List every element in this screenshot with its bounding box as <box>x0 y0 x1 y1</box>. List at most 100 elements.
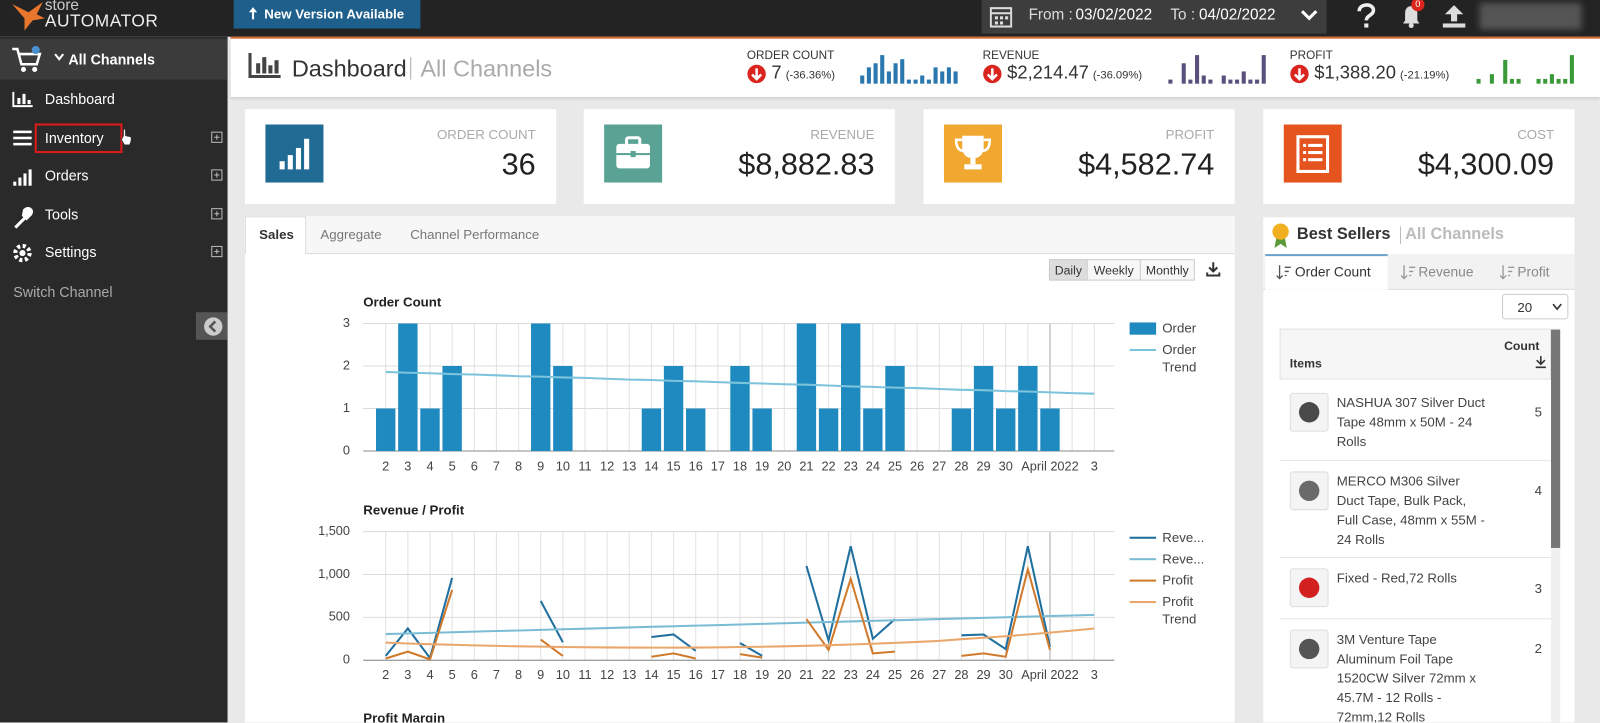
tab-bar <box>244 216 1235 255</box>
thumbnail-roll <box>1298 577 1320 598</box>
switch-channel[interactable]: Switch Channel <box>13 283 113 300</box>
date-range[interactable]: From : 03/02/2022 To : 04/02/2022 <box>981 0 1327 34</box>
up-arrow-icon <box>248 7 258 20</box>
legend-item[interactable]: Reve... <box>1129 550 1224 567</box>
scrollbar-thumb[interactable] <box>1551 329 1561 548</box>
to-date: 04/02/2022 <box>1198 6 1276 24</box>
table-row: 3M Venture Tape Aluminum Foil Tape 1520C… <box>1279 619 1552 723</box>
metric-label: PROFIT <box>1289 49 1333 63</box>
legend-swatch <box>1129 536 1157 539</box>
page-header <box>230 38 1600 97</box>
column-header[interactable]: Count <box>1504 338 1540 354</box>
best-sellers-tab[interactable]: Order Count <box>1294 264 1371 280</box>
menu-item[interactable]: Inventory <box>44 129 104 146</box>
item-name: NASHUA 307 Silver Duct Tape 48mm x 50M -… <box>1336 394 1485 449</box>
menu-item[interactable]: Orders <box>44 167 89 184</box>
item-name: MERCO M306 Silver Duct Tape, Bulk Pack, … <box>1336 473 1485 547</box>
expand-icon[interactable] <box>211 169 223 181</box>
card-icon <box>265 124 324 183</box>
metric-change: (-36.36%) <box>785 69 835 82</box>
best-sellers-tab[interactable]: Revenue <box>1418 264 1474 280</box>
period-button[interactable]: Weekly <box>1086 259 1141 281</box>
metric-value: $1,388.20 <box>1314 62 1396 83</box>
new-version-text: New Version Available <box>264 6 405 22</box>
item-name: 3M Venture Tape Aluminum Foil Tape 1520C… <box>1336 631 1477 723</box>
page-title: Dashboard <box>291 55 407 82</box>
channel-selector[interactable]: All Channels <box>0 38 228 80</box>
item-name: Fixed - Red,72 Rolls <box>1336 570 1457 586</box>
page-subtitle: All Channels <box>420 55 553 82</box>
collapse-icon <box>204 317 223 336</box>
item-thumbnail <box>1289 392 1329 432</box>
thumbnail-roll <box>1298 402 1320 423</box>
metric-change: (-21.19%) <box>1399 69 1450 82</box>
best-sellers-tab[interactable]: Profit <box>1517 264 1550 280</box>
tab[interactable]: Channel Performance <box>410 226 540 242</box>
card-value: $8,882.83 <box>738 147 875 182</box>
logo-icon <box>12 2 45 31</box>
tab[interactable]: Aggregate <box>320 226 382 242</box>
metric-value: $2,214.47 <box>1007 62 1089 83</box>
kpi-card: ORDER COUNT 36 <box>244 109 557 205</box>
card-value: $4,582.74 <box>1078 147 1215 182</box>
legend-swatch <box>1129 348 1157 352</box>
page-size-select[interactable]: 20 <box>1502 293 1569 320</box>
to-label: To : <box>1170 6 1196 24</box>
expand-icon[interactable] <box>211 245 223 258</box>
expand-icon[interactable] <box>211 131 223 143</box>
down-arrow-icon <box>983 64 1002 84</box>
chevron-down <box>54 53 65 61</box>
logo: AUTOMATOR <box>44 11 159 31</box>
legend-swatch <box>1129 322 1157 335</box>
item-thumbnail <box>1289 471 1329 511</box>
card-label: REVENUE <box>810 126 875 142</box>
card-value: $4,300.09 <box>1417 147 1555 182</box>
logo-small: store <box>44 0 79 15</box>
legend-item[interactable]: Profit Trend <box>1129 593 1224 628</box>
download-icon[interactable] <box>1206 261 1221 277</box>
metric-change: (-36.09%) <box>1092 69 1143 82</box>
from-date: 03/02/2022 <box>1075 6 1153 24</box>
separator <box>410 57 412 80</box>
item-count: 3 <box>1534 580 1543 596</box>
tab[interactable]: Sales <box>259 226 294 242</box>
legend-item[interactable]: Order <box>1129 319 1224 336</box>
legend-swatch <box>1129 601 1157 604</box>
card-label: ORDER COUNT <box>436 126 536 142</box>
legend-item[interactable]: Order Trend <box>1129 341 1224 376</box>
sort-icons <box>1276 265 1291 280</box>
new-version-button[interactable]: New Version Available <box>233 0 421 29</box>
user-avatar[interactable] <box>1479 3 1582 30</box>
legend-swatch <box>1129 558 1157 561</box>
medal-icon <box>1272 223 1289 248</box>
legend-item[interactable]: Profit <box>1129 571 1224 588</box>
best-sellers-title: Best Sellers <box>1296 225 1391 243</box>
chevron-down <box>1552 303 1562 311</box>
down-arrow-icon <box>1290 64 1309 84</box>
table-row: Fixed - Red,72 Rolls 3 <box>1279 558 1552 620</box>
sales-panel <box>244 216 1235 723</box>
table-row: MERCO M306 Silver Duct Tape, Bulk Pack, … <box>1279 461 1552 559</box>
collapse-button[interactable] <box>195 312 228 340</box>
item-count: 5 <box>1534 404 1543 420</box>
channel-name: All Channels <box>68 51 155 68</box>
metric-value: 7 <box>771 62 782 83</box>
menu-item[interactable]: Settings <box>44 243 97 261</box>
notification-badge: 0 <box>1411 0 1425 12</box>
upload-icon[interactable] <box>1441 3 1468 30</box>
help-icon[interactable] <box>1355 2 1377 31</box>
card-label: PROFIT <box>1165 126 1215 142</box>
period-button[interactable]: Monthly <box>1139 259 1195 281</box>
best-sellers-subtitle: All Channels <box>1405 225 1504 243</box>
legend-item[interactable]: Reve... <box>1129 529 1224 546</box>
period-button[interactable]: Daily <box>1048 259 1088 281</box>
item-count: 2 <box>1534 640 1543 657</box>
card-value: 36 <box>501 147 536 182</box>
item-thumbnail <box>1289 568 1329 608</box>
item-count: 4 <box>1534 482 1543 498</box>
expand-icon[interactable] <box>211 208 223 220</box>
down-arrow-icon <box>747 64 766 84</box>
item-thumbnail <box>1289 629 1329 669</box>
menu-item[interactable]: Dashboard <box>44 90 115 108</box>
menu-item[interactable]: Tools <box>44 206 79 223</box>
